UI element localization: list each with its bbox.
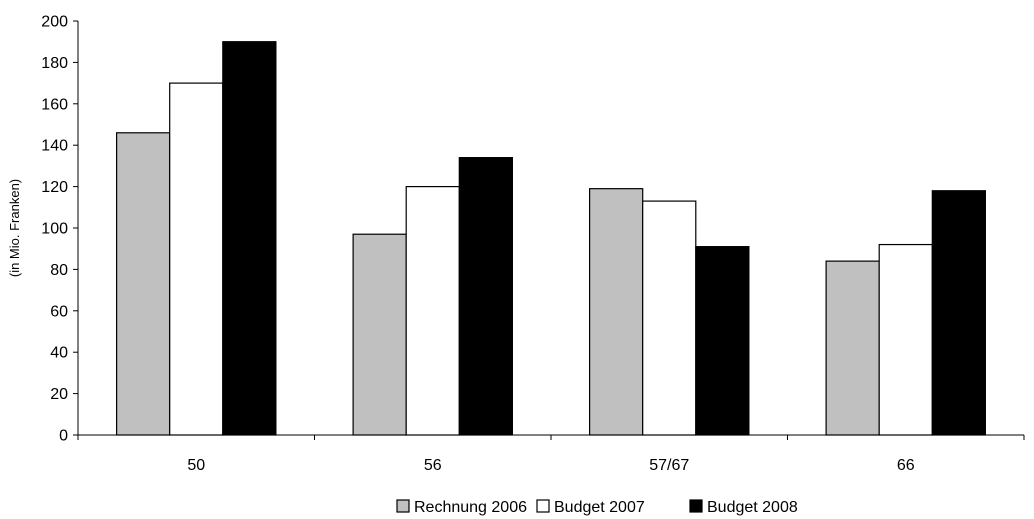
bar — [642, 200, 697, 436]
legend-swatch — [396, 499, 410, 513]
y-tick-label: 140 — [41, 138, 68, 155]
bar — [116, 132, 171, 436]
y-tick-label: 60 — [50, 303, 68, 320]
bar — [931, 190, 986, 436]
x-axis: 50 56 57/67 66 — [77, 434, 1025, 474]
legend-label: Rechnung 2006 — [414, 499, 527, 516]
y-tick-label: 80 — [50, 262, 68, 279]
bar — [825, 260, 880, 436]
bar — [458, 157, 513, 436]
bar — [169, 82, 224, 436]
bars — [116, 41, 986, 436]
legend-swatch — [689, 499, 703, 513]
y-tick-label: 200 — [41, 14, 68, 31]
bar — [589, 188, 644, 436]
y-tick-label: 0 — [59, 428, 68, 445]
y-tick-label: 180 — [41, 55, 68, 72]
bar — [695, 246, 750, 436]
bar — [405, 186, 460, 436]
y-axis-label: (in Mio. Franken) — [7, 179, 22, 277]
legend-label: Budget 2008 — [707, 499, 798, 516]
legend: Rechnung 2006 Budget 2007 Budget 2008 — [396, 499, 798, 516]
y-tick-label: 100 — [41, 221, 68, 238]
legend-label: Budget 2007 — [554, 499, 645, 516]
x-tick-label: 50 — [187, 457, 205, 474]
x-tick-label: 56 — [424, 457, 442, 474]
y-tick-label: 20 — [50, 386, 68, 403]
y-tick-label: 40 — [50, 345, 68, 362]
x-tick-label: 66 — [897, 457, 915, 474]
x-tick-label: 57/67 — [649, 457, 689, 474]
y-tick-label: 160 — [41, 96, 68, 113]
bar — [878, 243, 933, 436]
bar — [222, 41, 277, 436]
bar — [352, 233, 407, 436]
y-axis: 0 20 40 60 80 100 120 140 160 180 200 — [41, 14, 79, 445]
legend-swatch — [536, 499, 550, 513]
y-tick-label: 120 — [41, 179, 68, 196]
